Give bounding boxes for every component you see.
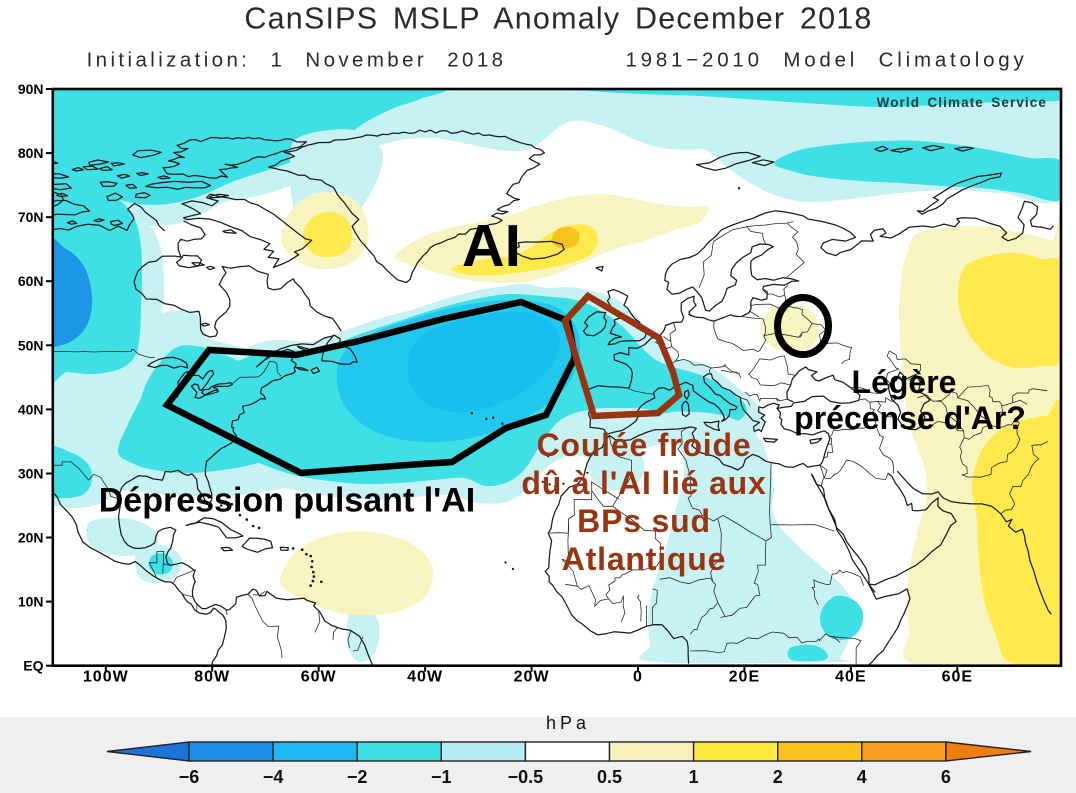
svg-text:−1: −1 bbox=[431, 767, 452, 787]
svg-text:−0.5: −0.5 bbox=[508, 767, 544, 787]
svg-text:30N: 30N bbox=[18, 466, 44, 482]
svg-text:AI: AI bbox=[462, 213, 521, 279]
svg-text:10N: 10N bbox=[18, 594, 44, 610]
svg-text:6: 6 bbox=[941, 767, 951, 787]
svg-text:1981−2010 Model Climatology: 1981−2010 Model Climatology bbox=[625, 49, 1027, 72]
svg-text:40E: 40E bbox=[835, 669, 866, 686]
svg-text:précense d'Ar?: précense d'Ar? bbox=[794, 400, 1026, 436]
svg-text:50N: 50N bbox=[18, 337, 44, 353]
svg-text:0.5: 0.5 bbox=[597, 767, 622, 787]
svg-text:−4: −4 bbox=[263, 767, 284, 787]
svg-text:60E: 60E bbox=[942, 669, 973, 686]
svg-text:Initialization: 1 November 201: Initialization: 1 November 2018 bbox=[87, 49, 507, 72]
svg-text:2: 2 bbox=[773, 767, 783, 787]
svg-text:0: 0 bbox=[633, 669, 643, 686]
svg-text:20E: 20E bbox=[729, 669, 760, 686]
svg-text:80N: 80N bbox=[18, 145, 44, 161]
svg-text:Dépression pulsant l'AI: Dépression pulsant l'AI bbox=[99, 482, 476, 520]
svg-text:1: 1 bbox=[689, 767, 699, 787]
svg-text:hPa: hPa bbox=[546, 713, 590, 733]
svg-text:40N: 40N bbox=[18, 401, 44, 417]
svg-text:80W: 80W bbox=[194, 669, 230, 686]
svg-text:BPs sud: BPs sud bbox=[577, 503, 711, 539]
svg-text:100W: 100W bbox=[83, 669, 129, 686]
svg-text:90N: 90N bbox=[18, 81, 44, 97]
svg-text:Coulée froide: Coulée froide bbox=[537, 427, 752, 463]
svg-text:60W: 60W bbox=[301, 669, 337, 686]
svg-text:−6: −6 bbox=[179, 767, 200, 787]
svg-text:20N: 20N bbox=[18, 530, 44, 546]
svg-text:20W: 20W bbox=[514, 669, 550, 686]
svg-text:World Climate Service: World Climate Service bbox=[877, 95, 1047, 110]
svg-text:40W: 40W bbox=[407, 669, 443, 686]
svg-text:70N: 70N bbox=[18, 209, 44, 225]
svg-text:EQ: EQ bbox=[23, 658, 43, 674]
svg-text:60N: 60N bbox=[18, 273, 44, 289]
svg-text:CanSIPS MSLP Anomaly December: CanSIPS MSLP Anomaly December 2018 bbox=[244, 2, 872, 36]
svg-text:Légère: Légère bbox=[852, 364, 957, 400]
svg-text:Atlantique: Atlantique bbox=[562, 541, 726, 577]
svg-text:−2: −2 bbox=[347, 767, 368, 787]
svg-text:4: 4 bbox=[857, 767, 867, 787]
svg-text:dû à l'AI lié aux: dû à l'AI lié aux bbox=[521, 465, 766, 501]
